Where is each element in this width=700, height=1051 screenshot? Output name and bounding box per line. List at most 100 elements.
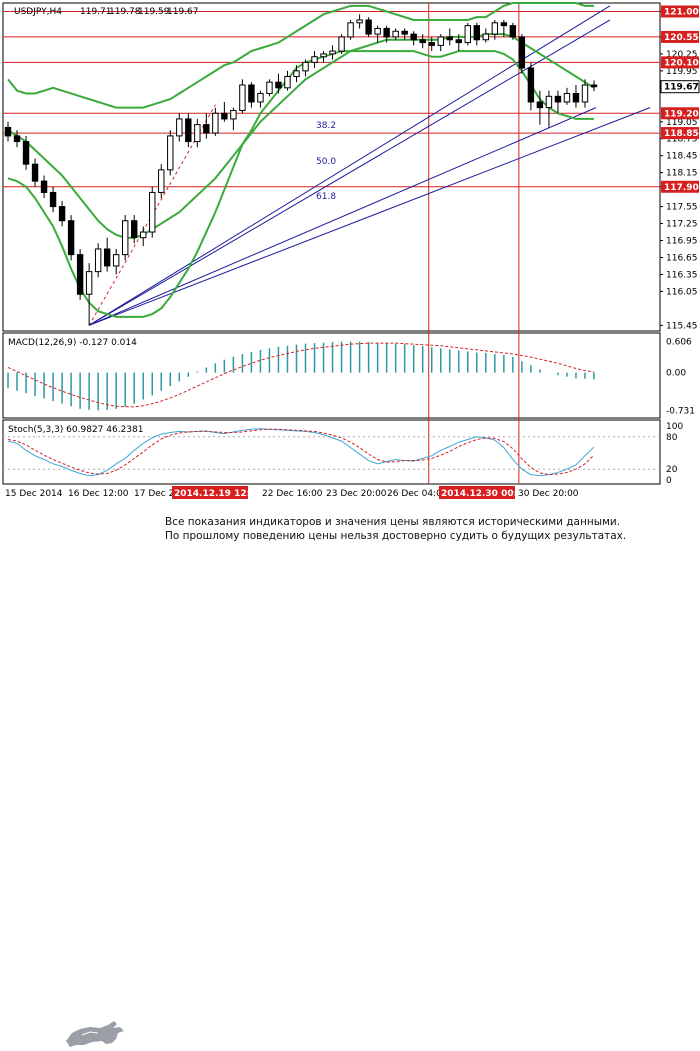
candle-body xyxy=(401,30,408,35)
candle-body xyxy=(464,25,471,44)
level-price-tag xyxy=(661,30,699,43)
time-axis-label: 23 Dec 20:00 xyxy=(326,489,387,499)
bollinger-lower-line xyxy=(7,50,594,318)
candle-body xyxy=(500,22,508,27)
candle-body xyxy=(22,141,30,165)
stoch-axis-label: 20 xyxy=(666,465,678,475)
candle-body xyxy=(527,67,535,103)
time-axis-label: 30 Dec 20:00 xyxy=(518,489,579,499)
candle-body xyxy=(284,76,291,89)
candle-body xyxy=(49,191,57,208)
candle-body xyxy=(103,248,111,267)
bollinger-upper-line xyxy=(7,1,594,109)
price-tick-label: 118.45 xyxy=(666,152,698,162)
candle-body xyxy=(194,124,201,143)
price-tick-label: 118.15 xyxy=(666,169,698,179)
current-price-tag xyxy=(660,80,700,94)
ohlc-value: 119.59 xyxy=(138,7,170,17)
macd-panel-frame xyxy=(2,332,661,419)
candle-body xyxy=(85,271,93,295)
candle-body xyxy=(13,135,21,143)
time-axis-label: 2014.12.19 12:00 xyxy=(174,489,263,499)
price-tick-label: 117.25 xyxy=(666,220,698,230)
disclaimer: Все показания индикаторов и значения цен… xyxy=(165,515,626,543)
trading-chart: 121.00120.55120.25119.95119.67119.05118.… xyxy=(2,1,700,499)
candle-body xyxy=(446,36,453,41)
candle-body xyxy=(581,84,589,103)
candle-body xyxy=(590,84,598,88)
fan-line xyxy=(88,107,651,326)
price-tick-label: 116.05 xyxy=(666,287,698,297)
stoch-panel-frame xyxy=(2,419,661,485)
candle-body xyxy=(437,36,444,46)
time-axis-label: 2014.12.30 00:00 xyxy=(441,489,530,499)
candle-body xyxy=(67,220,75,256)
candle-body xyxy=(365,19,372,35)
stoch-title: Stoch(5,3,3) 60.9827 46.2381 xyxy=(8,425,143,435)
time-highlight-tag xyxy=(172,486,248,499)
candle-body xyxy=(266,81,273,94)
level-price-tag xyxy=(661,56,699,69)
candle-body xyxy=(158,169,165,193)
fan-level-label: 50.0 xyxy=(316,157,336,167)
macd-title: MACD(12,26,9) -0.127 0.014 xyxy=(8,338,137,348)
level-price-tag xyxy=(661,5,699,18)
ohlc-value: 119.67 xyxy=(167,7,199,17)
candle-body xyxy=(338,36,345,52)
time-axis-label: 17 Dec 20:00 xyxy=(134,489,195,499)
disclaimer-line-1: Все показания индикаторов и значения цен… xyxy=(165,516,621,528)
candle-body xyxy=(536,101,544,109)
candle-body xyxy=(4,126,12,137)
level-price-label: 120.55 xyxy=(664,33,699,43)
candle-body xyxy=(149,191,156,233)
candle-body xyxy=(293,70,300,78)
price-tick-label: 118.75 xyxy=(666,135,698,145)
price-tick-label: 119.95 xyxy=(666,67,698,77)
price-tick-label: 115.45 xyxy=(666,321,698,331)
candle-body xyxy=(94,248,102,273)
candle-body xyxy=(121,220,129,256)
candle-body xyxy=(58,206,66,222)
time-axis-label: 26 Dec 04:00 xyxy=(387,489,448,499)
stoch-main-line xyxy=(7,428,595,477)
macd-signal-line xyxy=(7,342,595,408)
candle-body xyxy=(428,42,435,46)
candle-body xyxy=(554,95,562,103)
price-tick-label: 119.05 xyxy=(666,118,698,128)
candle-body xyxy=(302,61,309,72)
candle-body xyxy=(518,36,526,69)
price-panel-frame xyxy=(2,2,661,332)
fan-line xyxy=(88,19,611,326)
candle-body xyxy=(311,56,318,63)
candle-body xyxy=(239,84,246,111)
candle-body xyxy=(221,112,228,120)
candle-body xyxy=(374,27,381,35)
candle-body xyxy=(419,39,426,44)
time-axis-label: 16 Dec 12:00 xyxy=(68,489,129,499)
level-price-label: 117.90 xyxy=(664,183,699,193)
level-price-tag xyxy=(661,107,699,120)
ohlc-value: 119.71 xyxy=(80,7,112,17)
time-axis-label: 15 Dec 2014 xyxy=(5,489,63,499)
bull-logo-icon xyxy=(66,1021,124,1047)
level-price-label: 120.10 xyxy=(664,58,699,68)
candle-body xyxy=(167,135,174,171)
candle-body xyxy=(176,118,183,137)
candle-body xyxy=(112,254,120,267)
candle-body xyxy=(383,27,390,38)
macd-axis-label: 0.00 xyxy=(666,369,686,379)
fan-level-label: 61.8 xyxy=(316,192,336,202)
level-price-label: 118.85 xyxy=(664,129,699,139)
price-tick-label: 116.95 xyxy=(666,237,698,247)
candle-body xyxy=(185,118,192,143)
stoch-signal-line xyxy=(7,428,595,476)
disclaimer-line-2: По прошлому поведению цены нельзя достов… xyxy=(165,530,627,542)
price-tick-label: 120.25 xyxy=(666,50,698,60)
fan-line xyxy=(88,107,597,326)
time-highlight-tag xyxy=(439,486,515,499)
candle-body xyxy=(509,25,517,38)
candle-body xyxy=(230,109,237,120)
candle-body xyxy=(203,124,210,134)
candle-body xyxy=(31,163,39,182)
level-price-label: 121.00 xyxy=(664,7,699,17)
